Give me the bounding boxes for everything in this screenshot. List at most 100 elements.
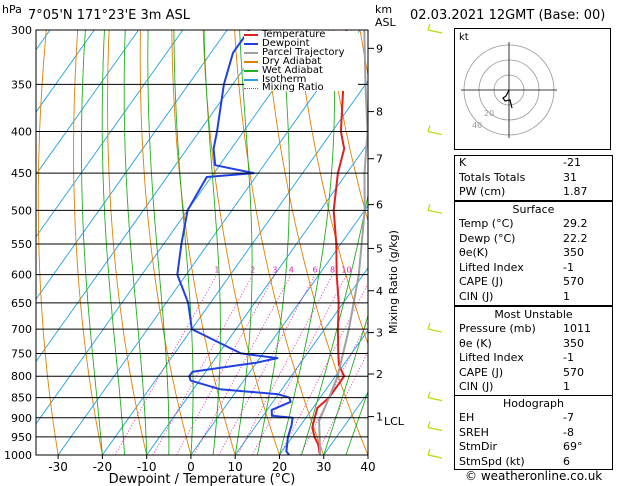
mixing-ratio-line (218, 274, 316, 455)
index-row: StmDir 69° (455, 440, 612, 455)
index-label: Pressure (mb) (459, 322, 536, 335)
hodograph-ring-label: 20 (484, 109, 494, 118)
x-tick-label: 40 (360, 460, 375, 474)
isotherm-line (190, 204, 368, 455)
index-value: -7 (563, 411, 574, 424)
km-tick-label: 9 (376, 42, 383, 55)
km-tick-label: 4 (376, 285, 383, 298)
index-label: K (459, 156, 467, 169)
wind-barb-flag (427, 125, 431, 132)
mixing-ratio-label: 25 (402, 266, 412, 275)
legend-swatch (244, 88, 258, 90)
index-label: Lifted Index (459, 351, 524, 365)
mixing-ratio-label: 6 (313, 266, 318, 275)
hodograph-ring-label: 40 (472, 121, 482, 130)
index-row: Lifted Index -1 (455, 351, 612, 366)
x-axis-label: Dewpoint / Temperature (°C) (109, 472, 296, 486)
index-value: 1 (563, 289, 570, 303)
wind-barb (427, 328, 443, 333)
hodograph-unit-label: kt (459, 32, 469, 43)
index-label: Temp (°C) (459, 217, 514, 230)
pressure-tick-label: 800 (11, 370, 32, 383)
index-value: -1 (563, 351, 574, 365)
x-tick-label: -20 (93, 460, 113, 474)
legend-swatch (244, 61, 258, 64)
hodograph-table-panel: Hodograph EH -7 SREH -8 StmDir 69° StmSpd (kt)… (454, 395, 613, 471)
dry-adiabat-line (37, 30, 59, 455)
wind-barb (427, 29, 443, 34)
mixing-ratio-label: 1 (214, 266, 219, 275)
index-value: -8 (563, 425, 574, 439)
most-unstable-title: Most Unstable (494, 308, 573, 321)
legend-label: Wet Adiabat (262, 64, 323, 76)
index-value: 350 (563, 246, 584, 260)
index-label: CIN (J) (459, 289, 494, 303)
index-value: 69° (563, 440, 583, 454)
isotherm-line (234, 267, 368, 455)
wet-adiabat-line (345, 390, 368, 455)
index-row: Temp (°C) 29.2 (455, 217, 612, 232)
wind-barb-flag (427, 204, 431, 211)
isotherm-line (36, 30, 184, 238)
km-tick-label: 6 (376, 199, 383, 212)
km-tick-label: 3 (376, 327, 383, 340)
mixing-ratio-label: 10 (341, 266, 351, 275)
copyright-footer: © weatheronline.co.uk (465, 469, 603, 483)
index-value: -1 (563, 260, 574, 274)
wind-barb (427, 209, 443, 214)
pressure-tick-label: 300 (11, 24, 32, 37)
x-tick-label: 0 (187, 460, 195, 474)
wet-adiabat-line (173, 30, 194, 455)
wind-barb (427, 397, 443, 402)
isotherm-line (36, 30, 272, 363)
dry-adiabat-line (73, 30, 103, 455)
dry-adiabat-line (328, 30, 368, 223)
mixing-ratio-line (176, 274, 276, 455)
index-row: Dewp (°C) 22.2 (455, 232, 612, 247)
index-row: EH -7 (455, 411, 612, 426)
legend-item: Dewpoint (244, 38, 358, 49)
km-tick-label: 8 (376, 106, 383, 119)
x-tick-label: 30 (316, 460, 331, 474)
wind-barb-flag (427, 23, 431, 31)
mixing-ratio-label: 4 (289, 266, 294, 275)
index-value: 29.2 (563, 217, 588, 230)
legend-label: Dry Adiabat (262, 55, 322, 67)
wind-barb-flag (427, 448, 431, 456)
legend-swatch (244, 34, 258, 37)
isotherm-line (36, 30, 316, 425)
mixing-ratio-line (316, 350, 368, 455)
mixing-ratio-axis-label: Mixing Ratio (g/kg) (387, 230, 400, 334)
index-label: θe (K) (459, 336, 492, 350)
legend-item: Mixing Ratio (244, 82, 358, 94)
wind-barb (427, 454, 443, 459)
index-row: Pressure (mb) 1011 (455, 322, 612, 337)
pressure-tick-label: 400 (11, 126, 32, 139)
isotherm-line (146, 142, 368, 455)
index-label: Dewp (°C) (459, 231, 516, 245)
index-label: CAPE (J) (459, 275, 504, 289)
mixing-ratio-label: 3 (272, 266, 277, 275)
asl-unit-label: ASL (375, 16, 396, 29)
legend-label: Mixing Ratio (262, 82, 324, 94)
index-value: -21 (563, 156, 581, 169)
km-tick-label: 7 (376, 153, 383, 166)
index-row: PW (cm) 1.87 (455, 185, 612, 200)
wet-adiabat-line (123, 30, 148, 455)
index-label: PW (cm) (459, 185, 506, 199)
legend-item: Parcel Trajectory (244, 47, 358, 58)
surface-title: Surface (512, 203, 555, 216)
index-row: CAPE (J) 570 (455, 275, 612, 290)
legend: Temperature Dewpoint Parcel Trajectory Dry … (244, 30, 358, 94)
index-label: CAPE (J) (459, 365, 504, 379)
index-row: θe (K) 350 (455, 337, 612, 352)
index-label: SREH (459, 425, 489, 439)
pressure-tick-label: 1000 (4, 449, 32, 462)
index-label: EH (459, 411, 475, 424)
background-lines (36, 30, 368, 455)
x-tick-label: 10 (228, 460, 243, 474)
index-label: StmDir (459, 440, 498, 454)
index-label: StmSpd (kt) (459, 454, 525, 468)
surface-panel: Surface Temp (°C) 29.2 Dewp (°C) 22.2 θe(K) 3… (454, 201, 613, 306)
pressure-tick-label: 600 (11, 269, 32, 282)
